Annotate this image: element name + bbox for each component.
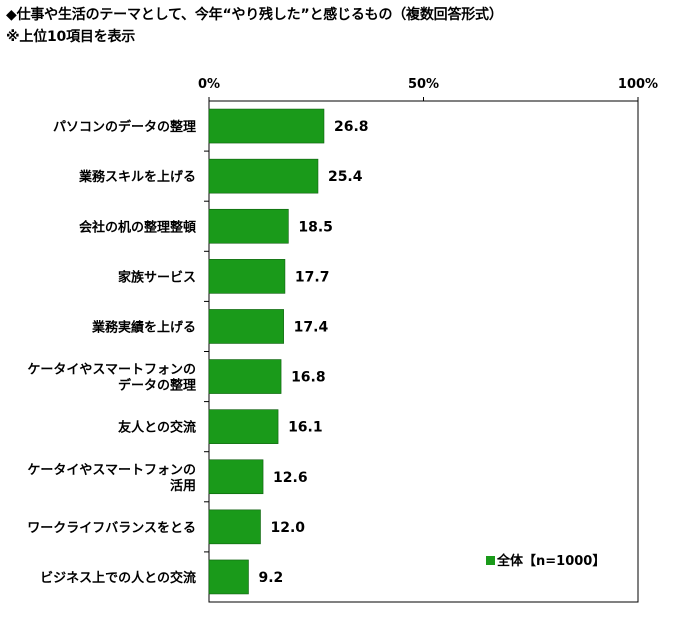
category-label: 会社の机の整理整頓 — [79, 219, 196, 235]
bar — [208, 158, 319, 194]
category-label: ワークライフバランスをとる — [27, 521, 196, 536]
category-label: 家族サービス — [118, 269, 196, 285]
value-label: 25.4 — [328, 169, 363, 185]
category-label: ケータイやスマートフォンの — [27, 463, 196, 478]
category-label: データの整理 — [118, 378, 196, 394]
category-label: 友人との交流 — [118, 420, 196, 436]
bar — [208, 559, 249, 595]
category-label: ビジネス上での人との交流 — [40, 570, 196, 586]
value-label: 26.8 — [334, 119, 369, 135]
value-label: 16.1 — [288, 420, 323, 436]
category-label: 業務スキルを上げる — [78, 169, 196, 185]
bar — [208, 309, 284, 344]
category-label: 活用 — [170, 478, 196, 494]
value-label: 17.4 — [294, 319, 329, 335]
bar — [208, 108, 325, 144]
legend-label: 全体【n=1000】 — [496, 553, 605, 569]
chart-subtitle: ※上位10項目を表示 — [6, 29, 136, 45]
bar — [208, 509, 261, 545]
x-tick-label: 50% — [408, 77, 439, 92]
bar — [208, 359, 282, 394]
value-label: 12.0 — [270, 520, 305, 536]
value-label: 12.6 — [273, 470, 308, 486]
bar — [208, 459, 264, 495]
legend-swatch — [486, 556, 495, 565]
value-label: 16.8 — [291, 370, 326, 386]
value-label: 17.7 — [295, 269, 330, 285]
bar — [208, 208, 289, 244]
x-tick-label: 100% — [618, 77, 658, 92]
category-label: パソコンのデータの整理 — [53, 119, 196, 135]
chart-title: ◆仕事や生活のテーマとして、今年“やり残した”と感じるもの（複数回答形式） — [6, 7, 503, 23]
category-label: 業務実績を上げる — [91, 319, 196, 335]
bar — [208, 259, 286, 294]
category-label: ケータイやスマートフォンの — [27, 363, 196, 378]
value-label: 9.2 — [258, 570, 283, 586]
bar — [208, 409, 279, 444]
x-tick-label: 0% — [198, 77, 220, 92]
value-label: 18.5 — [298, 219, 333, 235]
